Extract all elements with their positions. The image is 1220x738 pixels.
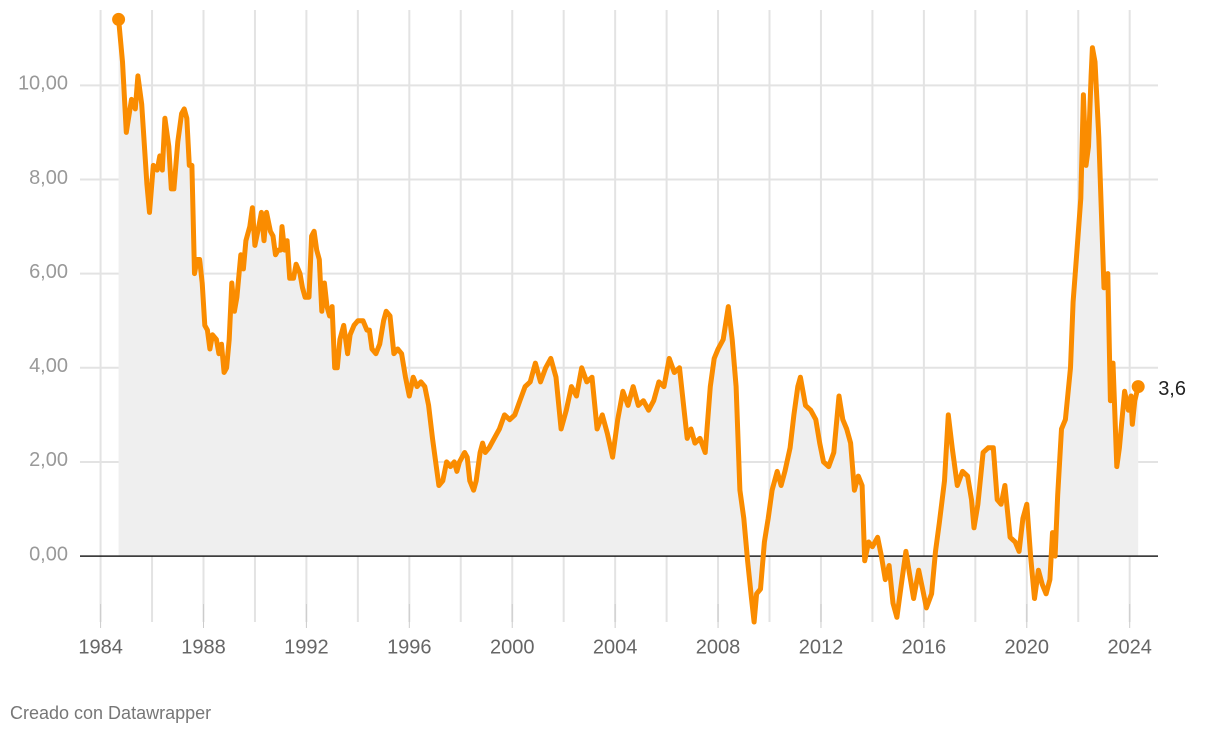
x-tick-label: 1984	[78, 636, 123, 658]
y-tick-label: 0,00	[29, 543, 68, 565]
x-tick-label: 2008	[696, 636, 741, 658]
end-point	[112, 12, 126, 26]
area	[118, 19, 1139, 622]
y-tick-label: 8,00	[29, 167, 68, 189]
x-tick-label: 2020	[1005, 636, 1050, 658]
x-tick-label: 1988	[181, 636, 226, 658]
x-tick-label: 1996	[387, 636, 432, 658]
y-tick-label: 2,00	[29, 449, 68, 471]
line	[116, 19, 1141, 625]
x-tick-label: 2004	[593, 636, 638, 658]
x-tick-label: 2016	[902, 636, 947, 658]
x-tick-label: 2000	[490, 636, 535, 658]
end-point	[1131, 380, 1145, 394]
y-tick-label: 6,00	[29, 261, 68, 283]
x-tick-label: 2012	[799, 636, 844, 658]
source-note: Creado con Datawrapper	[10, 703, 211, 723]
x-tick-label: 1992	[284, 636, 329, 658]
x-tick-label: 2024	[1107, 636, 1152, 658]
y-tick-label: 4,00	[29, 355, 68, 377]
y-tick-label: 10,00	[18, 73, 68, 95]
value-label: 3,6	[1158, 378, 1186, 400]
